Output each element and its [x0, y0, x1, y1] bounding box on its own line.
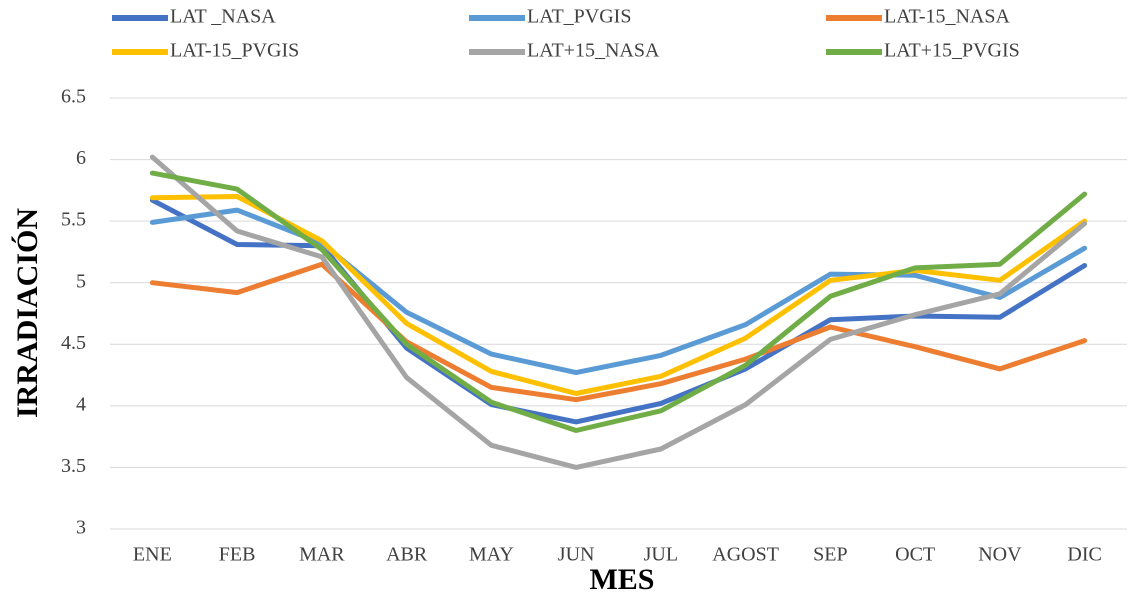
- y-tick-label: 5: [76, 270, 86, 292]
- x-tick-label: OCT: [895, 544, 935, 566]
- x-tick-label: MAR: [299, 544, 345, 566]
- series-line: [149, 261, 1088, 403]
- legend-label: LAT+15_PVGIS: [884, 40, 1020, 62]
- legend-label: LAT-15_PVGIS: [170, 40, 299, 62]
- legend-label: LAT_PVGIS: [527, 6, 631, 28]
- x-axis-title: MES: [589, 563, 654, 596]
- x-tick-label: JUL: [644, 544, 678, 566]
- x-tick-label: ABR: [386, 544, 428, 566]
- y-tick-label: 4.5: [61, 332, 86, 354]
- y-axis-title: IRRADIACIÓN: [11, 208, 44, 418]
- series-line: [149, 154, 1088, 470]
- series-line: [149, 207, 1088, 376]
- series-line: [149, 170, 1088, 433]
- series-line: [149, 194, 1088, 396]
- y-tick-label: 6.5: [61, 86, 86, 108]
- x-tick-label: JUN: [558, 544, 595, 566]
- x-tick-label: DIC: [1067, 544, 1101, 566]
- y-tick-label: 5.5: [61, 209, 86, 231]
- x-tick-label: SEP: [813, 544, 847, 566]
- x-tick-label: FEB: [219, 544, 256, 566]
- x-tick-label: NOV: [978, 544, 1022, 566]
- y-tick-label: 4: [76, 393, 86, 415]
- y-tick-label: 3.5: [61, 455, 86, 477]
- x-tick-label: ENE: [133, 544, 172, 566]
- x-tick-label: AGOST: [712, 544, 779, 566]
- y-tick-label: 3: [76, 517, 86, 539]
- x-tick-label: MAY: [469, 544, 514, 566]
- y-tick-label: 6: [76, 147, 86, 169]
- series-line: [149, 197, 1088, 425]
- legend-label: LAT-15_NASA: [884, 6, 1010, 28]
- legend-label: LAT+15_NASA: [527, 40, 660, 62]
- legend-label: LAT _NASA: [170, 6, 276, 28]
